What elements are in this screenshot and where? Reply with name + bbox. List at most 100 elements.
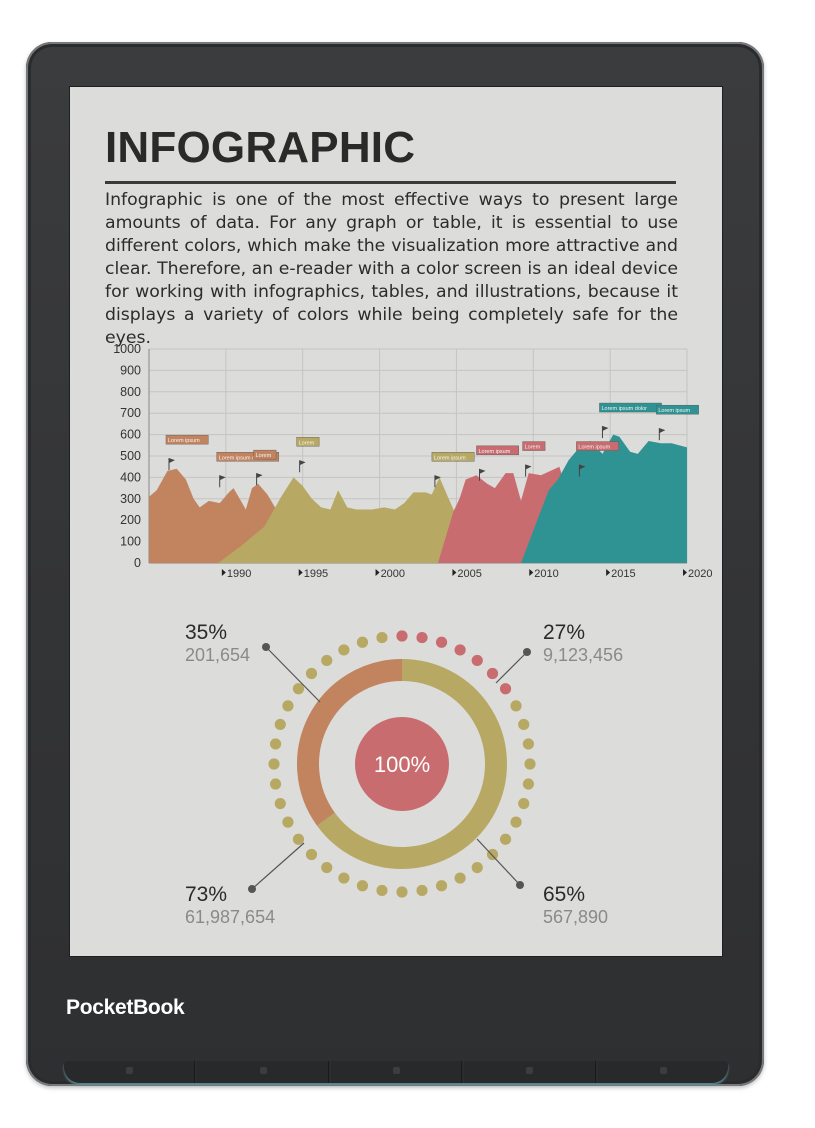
ring-dot bbox=[510, 700, 522, 712]
x-tick-label: 1995 bbox=[304, 568, 328, 580]
ring-dot bbox=[376, 884, 388, 897]
ring-dot bbox=[435, 880, 448, 892]
ring-dot bbox=[471, 861, 483, 874]
callout-dot bbox=[262, 643, 270, 651]
ring-dot bbox=[292, 833, 305, 845]
callout-percent: 65% bbox=[543, 883, 585, 906]
flag-label-box bbox=[216, 452, 280, 462]
flag-label-box bbox=[165, 434, 209, 445]
power-icon bbox=[659, 1067, 667, 1074]
y-tick-label: 600 bbox=[120, 428, 141, 442]
callout-percent: 35% bbox=[185, 621, 227, 644]
ring-dot bbox=[499, 833, 512, 845]
x-tick-marker bbox=[221, 569, 226, 576]
series-area-4 bbox=[521, 434, 687, 563]
y-tick-label: 0 bbox=[134, 556, 141, 570]
ring-dot bbox=[305, 667, 318, 680]
flag-label: Lorem ipsum bbox=[478, 449, 510, 455]
intro-paragraph: Infographic is one of the most effective… bbox=[105, 190, 678, 348]
callout-percent: 73% bbox=[185, 883, 227, 906]
callout-line bbox=[265, 646, 321, 703]
x-tick-marker bbox=[375, 569, 380, 576]
y-tick-label: 500 bbox=[120, 449, 141, 463]
power-button[interactable] bbox=[597, 1061, 728, 1083]
menu-icon bbox=[526, 1067, 534, 1074]
e-ink-screen[interactable]: INFOGRAPHIC Infographic is one of the mo… bbox=[69, 86, 723, 957]
title-underline bbox=[105, 181, 676, 184]
flag-icon bbox=[299, 460, 306, 466]
flag-label-box bbox=[476, 445, 519, 456]
x-tick-label: 2005 bbox=[457, 568, 481, 580]
series-area-2 bbox=[218, 477, 465, 563]
right-arrow-icon bbox=[393, 1067, 401, 1074]
ring-dot bbox=[338, 644, 350, 656]
menu-button[interactable] bbox=[464, 1061, 596, 1083]
home-icon bbox=[126, 1067, 134, 1074]
ring-dot bbox=[486, 848, 499, 861]
flag-label: Lorem ipsum bbox=[578, 445, 610, 451]
home-button[interactable] bbox=[64, 1061, 196, 1083]
callout-value: 9,123,456 bbox=[543, 645, 623, 665]
ring-dot bbox=[510, 816, 522, 828]
callout-percent: 27% bbox=[543, 621, 585, 644]
ring-dot bbox=[522, 738, 535, 750]
flag-label: Lorem ipsum bbox=[434, 455, 466, 461]
x-tick-marker bbox=[606, 569, 611, 576]
hardware-button-bar bbox=[64, 1061, 728, 1083]
ring-dot bbox=[486, 667, 499, 680]
flag-label: Lorem ipsum dolor bbox=[601, 406, 647, 412]
ring-dot bbox=[416, 631, 428, 644]
y-tick-label: 700 bbox=[120, 406, 141, 420]
callout-value: 61,987,654 bbox=[185, 907, 275, 927]
center-label: 100% bbox=[374, 752, 430, 777]
flag-icon bbox=[479, 468, 486, 474]
flag-label-box bbox=[656, 404, 699, 415]
ring-dot bbox=[454, 644, 466, 656]
page-title: INFOGRAPHIC bbox=[105, 123, 416, 172]
flag-icon bbox=[659, 428, 666, 434]
y-tick-label: 300 bbox=[120, 492, 141, 506]
ring-dot bbox=[396, 630, 408, 642]
center-circle bbox=[355, 717, 449, 811]
left-arrow-icon bbox=[259, 1067, 267, 1074]
ring-dot bbox=[518, 797, 530, 810]
ring-dot bbox=[356, 636, 369, 648]
flag-icon bbox=[168, 458, 175, 464]
flag-label: Lorem ipsum bbox=[658, 408, 690, 414]
ring-dot bbox=[274, 718, 286, 731]
ring-dot bbox=[282, 700, 294, 712]
flag-label-box bbox=[253, 449, 277, 460]
brand-logo: PocketBook bbox=[66, 996, 185, 1019]
forward-button[interactable] bbox=[330, 1061, 463, 1083]
flag-label-box bbox=[431, 452, 475, 462]
callout-line bbox=[251, 842, 305, 890]
y-tick-label: 100 bbox=[120, 535, 141, 549]
flag-label: Lorem bbox=[299, 440, 315, 446]
x-tick-label: 2000 bbox=[381, 568, 405, 580]
flag-label: Lorem ipsum bbox=[168, 438, 200, 444]
x-tick-label: 2015 bbox=[611, 568, 635, 580]
ring-dot bbox=[435, 636, 448, 648]
x-tick-marker bbox=[298, 569, 303, 576]
ring-dot bbox=[269, 738, 282, 750]
flag-label: Lorem bbox=[256, 453, 272, 459]
ring-dot bbox=[522, 778, 535, 790]
ring-dot bbox=[321, 861, 333, 874]
callout-dot bbox=[523, 648, 531, 656]
ring-dot bbox=[524, 758, 536, 770]
y-tick-label: 200 bbox=[120, 513, 141, 527]
back-button[interactable] bbox=[197, 1061, 329, 1083]
ring-dot bbox=[305, 848, 318, 861]
flag-icon bbox=[525, 464, 532, 470]
y-tick-label: 400 bbox=[120, 470, 141, 484]
x-tick-label: 1990 bbox=[227, 568, 251, 580]
callout-value: 567,890 bbox=[543, 907, 608, 927]
flag-label-box bbox=[576, 441, 619, 451]
ring-dot bbox=[282, 816, 294, 828]
ring-dot bbox=[356, 880, 369, 892]
flag-icon bbox=[219, 475, 226, 481]
flag-label: Lorem ipsum dolor bbox=[219, 455, 265, 461]
ring-dot bbox=[292, 683, 305, 695]
callout-dot bbox=[248, 885, 256, 893]
